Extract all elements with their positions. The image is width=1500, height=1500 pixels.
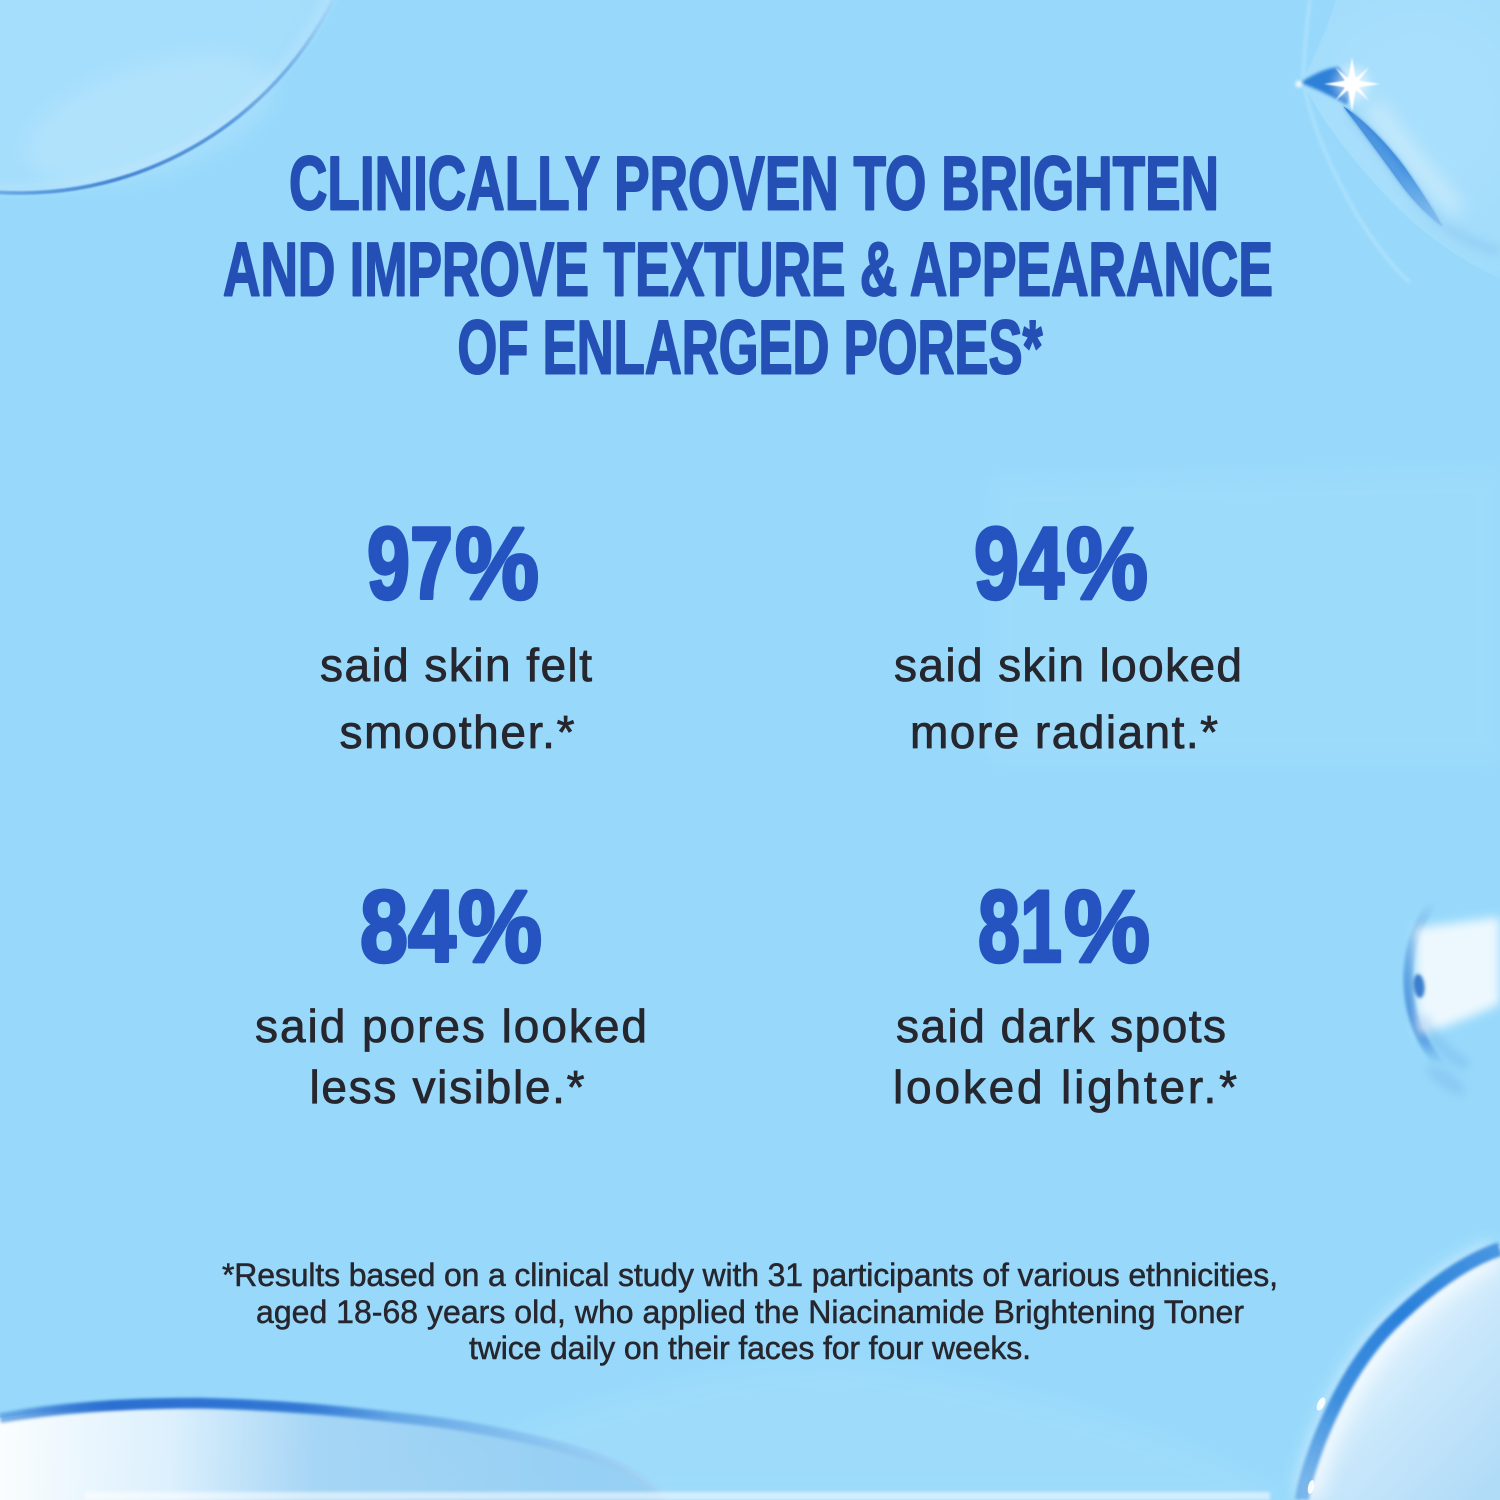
- svg-text:%: %: [458, 870, 542, 984]
- svg-text:%: %: [1064, 870, 1150, 984]
- svg-text:CLINICALLY PROVEN TO BRIGHTEN: CLINICALLY PROVEN TO BRIGHTEN: [289, 142, 1219, 227]
- svg-text:more radiant.*: more radiant.*: [910, 706, 1218, 758]
- svg-text:said skin felt: said skin felt: [320, 639, 592, 691]
- svg-text:said pores looked: said pores looked: [255, 1000, 647, 1052]
- svg-text:*Results based on a clinical s: *Results based on a clinical study with …: [222, 1257, 1278, 1293]
- svg-text:94: 94: [974, 507, 1064, 621]
- svg-text:%: %: [1066, 507, 1148, 621]
- svg-text:said dark spots: said dark spots: [896, 1000, 1226, 1052]
- svg-text:84: 84: [360, 870, 456, 984]
- svg-text:twice daily on their faces for: twice daily on their faces for four week…: [469, 1330, 1031, 1366]
- svg-text:smoother.*: smoother.*: [340, 706, 575, 758]
- svg-text:OF ENLARGED PORES*: OF ENLARGED PORES*: [458, 306, 1043, 391]
- svg-text:said skin looked: said skin looked: [894, 639, 1242, 691]
- svg-text:aged 18-68 years old, who appl: aged 18-68 years old, who applied the Ni…: [256, 1294, 1244, 1330]
- svg-text:81: 81: [978, 870, 1062, 984]
- svg-text:less visible.*: less visible.*: [310, 1061, 585, 1113]
- svg-text:looked lighter.*: looked lighter.*: [893, 1061, 1237, 1113]
- svg-text:97: 97: [367, 507, 453, 621]
- svg-text:%: %: [455, 507, 539, 621]
- svg-text:AND IMPROVE TEXTURE & APPEARAN: AND IMPROVE TEXTURE & APPEARANCE: [223, 228, 1273, 313]
